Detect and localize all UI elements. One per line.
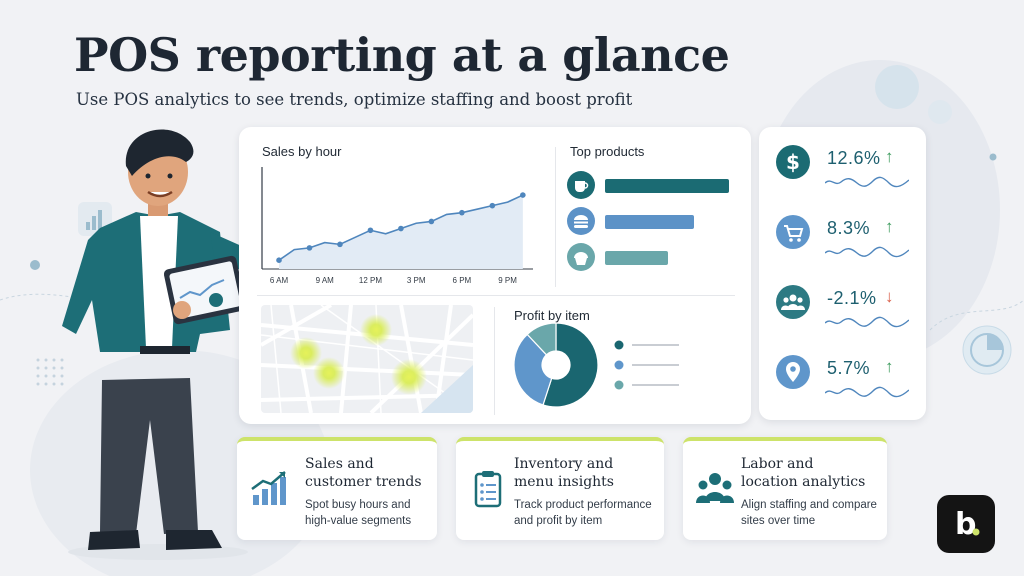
- x-tick-label: 6 AM: [270, 276, 289, 285]
- kpi-sparkline: [825, 176, 909, 188]
- top-product-row: [567, 243, 737, 271]
- sales-by-hour-chart: 6 AM 9 AM 12 PM 3 PM 6 PM 9 PM: [261, 167, 533, 285]
- cupcake-icon: [567, 243, 595, 271]
- arrow-up-icon: ↑: [885, 217, 894, 236]
- feature-card-labor: Labor and location analytics Align staff…: [683, 437, 887, 540]
- kpi-row: 5.7% ↑: [759, 349, 926, 409]
- feature-description: Track product performance and profit by …: [514, 499, 652, 527]
- clipboard-list-icon: [474, 471, 502, 508]
- arrow-up-icon: ↑: [885, 357, 894, 376]
- sales-by-hour-title: Sales by hour: [262, 144, 342, 159]
- x-tick-label: 9 AM: [316, 276, 335, 285]
- feature-title: Inventory and menu insights: [514, 456, 614, 490]
- kpi-sparkline: [825, 316, 909, 328]
- feature-card-sales-trends: Sales and customer trends Spot busy hour…: [237, 437, 437, 540]
- kpi-value: 5.7%: [827, 358, 871, 378]
- cart-icon: [776, 215, 810, 249]
- kpi-row: $12.6% ↑: [759, 139, 926, 199]
- kpi-sparkline: [825, 386, 909, 398]
- coffee-cup-icon: [567, 171, 595, 199]
- top-product-row: [567, 171, 737, 199]
- pie-slice: [542, 322, 599, 408]
- feature-title: Sales and customer trends: [305, 456, 422, 490]
- sales-point: [367, 227, 374, 234]
- brand-logo: b: [937, 495, 995, 553]
- panel-divider: [494, 307, 495, 415]
- profit-by-item-chart: [513, 322, 679, 408]
- dashboard-card: 6 AM 9 AM 12 PM 3 PM 6 PM 9 PM Sales by hour …: [239, 127, 751, 424]
- location-heat-map: [261, 305, 473, 413]
- sales-point: [276, 257, 282, 263]
- sales-point: [428, 218, 435, 225]
- kpi-row: -2.1% ↓: [759, 279, 926, 339]
- x-tick-label: 12 PM: [359, 276, 382, 285]
- sales-by-hour-panel: 6 AM 9 AM 12 PM 3 PM 6 PM 9 PM Sales by hour: [249, 141, 539, 291]
- growth-chart-icon: [251, 471, 286, 505]
- feature-title: Labor and location analytics: [741, 456, 866, 490]
- panel-divider: [257, 295, 735, 296]
- pie-slice: [513, 333, 553, 406]
- x-tick-label: 9 PM: [498, 276, 517, 285]
- sales-point: [520, 192, 526, 198]
- panel-divider: [555, 147, 556, 287]
- kpi-row: 8.3% ↑: [759, 209, 926, 269]
- team-icon: [696, 473, 734, 503]
- presenter-illustration: [62, 129, 290, 560]
- top-products-panel: Top products: [559, 141, 739, 281]
- top-product-bar: [605, 251, 669, 265]
- kpi-value: 12.6%: [827, 148, 881, 168]
- legend-marker: [614, 340, 624, 350]
- arrow-down-icon: ↓: [885, 287, 894, 306]
- top-product-bar: [605, 179, 729, 193]
- profit-by-item-panel: Profit by item: [509, 305, 739, 417]
- x-tick-label: 6 PM: [453, 276, 472, 285]
- location-pin-icon: [776, 355, 810, 389]
- x-tick-label: 3 PM: [407, 276, 426, 285]
- top-product-row: [567, 207, 737, 235]
- svg-text:$: $: [786, 150, 800, 174]
- sales-point: [489, 202, 496, 209]
- burger-icon: [567, 207, 595, 235]
- group-icon: [776, 285, 810, 319]
- sales-point: [459, 209, 465, 216]
- feature-description: Align staffing and compare sites over ti…: [741, 499, 877, 527]
- sales-point: [398, 225, 404, 232]
- sales-point: [306, 245, 313, 251]
- feature-card-inventory: Inventory and menu insights Track produc…: [456, 437, 664, 540]
- kpi-sparkline: [825, 246, 909, 258]
- brand-logo-mark: b: [955, 507, 980, 542]
- sales-point: [337, 241, 343, 248]
- feature-description: Spot busy hours and high-value segments: [305, 499, 412, 527]
- brand-logo-letter: b: [955, 507, 976, 542]
- profit-by-item-title: Profit by item: [514, 308, 590, 323]
- legend-marker: [614, 380, 624, 390]
- arrow-up-icon: ↑: [885, 147, 894, 166]
- dollar-icon: $: [776, 145, 810, 179]
- page-title: POS reporting at a glance: [74, 28, 730, 82]
- page-subtitle: Use POS analytics to see trends, optimiz…: [76, 90, 633, 109]
- kpi-value: -2.1%: [827, 288, 877, 308]
- kpi-value: 8.3%: [827, 218, 871, 238]
- legend-marker: [614, 360, 624, 370]
- pie-slice: [526, 322, 557, 356]
- top-products-title: Top products: [570, 144, 645, 159]
- kpi-card: $12.6% ↑ 8.3% ↑ -2.1% ↓ 5.7% ↑: [759, 127, 926, 420]
- sales-area: [279, 195, 523, 269]
- top-product-bar: [605, 215, 695, 229]
